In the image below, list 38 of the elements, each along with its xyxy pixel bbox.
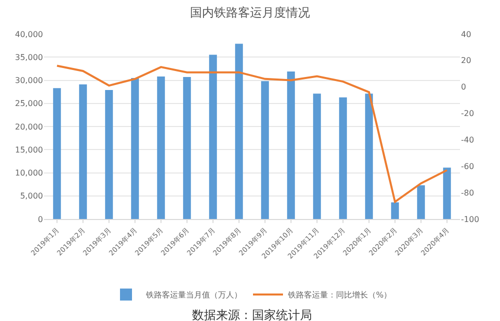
- y2-tick-label: -40: [461, 136, 474, 145]
- y2-tick-label: -60: [461, 162, 474, 171]
- bar: [339, 97, 347, 219]
- y-tick-label: 20,000: [15, 122, 43, 132]
- bar: [235, 44, 243, 219]
- bar: [157, 76, 165, 219]
- y-tick-label: 5,000: [20, 192, 43, 201]
- y2-tick-label: 0: [461, 82, 466, 92]
- bar: [131, 78, 139, 219]
- bar: [391, 202, 399, 219]
- bar: [53, 88, 61, 219]
- y-tick-label: 15,000: [15, 145, 43, 154]
- y-tick-label: 25,000: [15, 99, 43, 108]
- bar: [365, 94, 373, 219]
- y2-tick-label: -80: [461, 188, 474, 198]
- y-tick-label: 35,000: [15, 52, 43, 62]
- bar: [79, 84, 87, 219]
- line-series: [56, 64, 448, 203]
- y2-tick-label: -100: [461, 214, 480, 224]
- bar: [417, 185, 425, 219]
- legend-label: 铁路客运量：同比增长（%）: [287, 290, 392, 300]
- chart-title: 国内铁路客运月度情况: [190, 5, 310, 20]
- y-tick-label: 30,000: [15, 76, 43, 86]
- y-tick-label: 10,000: [15, 168, 43, 178]
- bar: [105, 90, 113, 219]
- y2-tick-label: 40: [461, 30, 472, 39]
- y-tick-label: 0: [38, 214, 43, 224]
- source-note: 数据来源：国家统计局: [192, 308, 312, 321]
- y2-tick-label: 20: [461, 56, 472, 66]
- bar: [443, 168, 451, 219]
- y2-tick-label: -20: [461, 109, 474, 118]
- y-tick-label: 40,000: [15, 30, 43, 39]
- bar: [261, 81, 269, 219]
- bar: [183, 77, 191, 219]
- legend-label: 铁路客运量当月值（万人）: [145, 290, 242, 300]
- bar: [313, 94, 321, 219]
- bar: [209, 54, 217, 219]
- bar: [287, 71, 295, 219]
